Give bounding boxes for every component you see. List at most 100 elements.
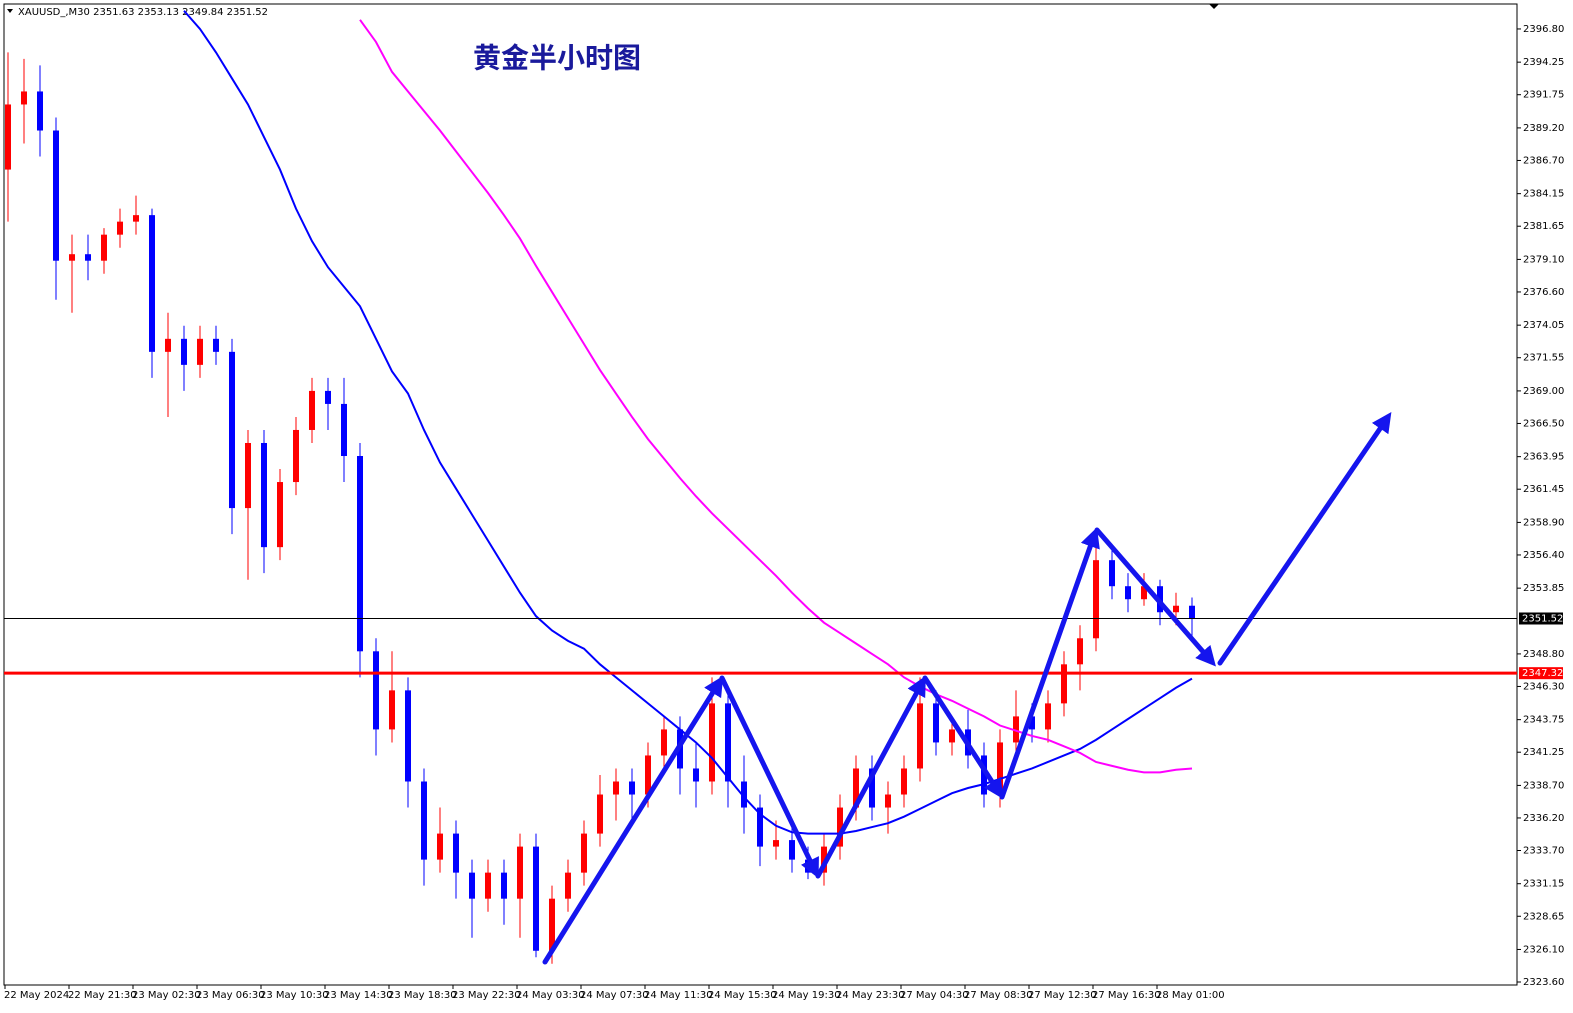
candle-body — [1061, 664, 1067, 704]
x-tick-label: 23 May 14:30 — [324, 990, 393, 1001]
candle-body — [229, 351, 235, 509]
candle-body — [165, 338, 171, 352]
price-label-box — [1519, 612, 1563, 625]
y-tick-label: 2346.30 — [1523, 681, 1564, 692]
candle-body — [549, 898, 555, 951]
candle-body — [357, 456, 363, 652]
candle-body — [645, 755, 651, 795]
candle-body — [85, 254, 91, 261]
candle-body — [981, 755, 987, 795]
candle-body — [69, 254, 75, 261]
candle-body — [1125, 586, 1131, 600]
x-tick-label: 23 May 06:30 — [196, 990, 265, 1001]
x-tick-label: 22 May 2024 — [4, 990, 69, 1001]
price-label: 2347.32 — [1522, 668, 1563, 679]
candle-body — [37, 91, 43, 131]
arrow — [999, 527, 1100, 800]
moving-average — [183, 10, 1193, 835]
candle-body — [437, 833, 443, 860]
y-tick-label: 2328.65 — [1523, 911, 1564, 922]
price-label-box — [1519, 667, 1563, 680]
candle-body — [277, 482, 283, 548]
candle-body — [245, 442, 251, 509]
candle-body — [869, 768, 875, 808]
candle-body — [885, 794, 891, 808]
candle-body — [757, 807, 763, 847]
candle-body — [789, 840, 795, 860]
candle-body — [213, 338, 219, 352]
candle-body — [325, 390, 331, 404]
y-tick-label: 2376.60 — [1523, 287, 1564, 298]
x-tick-label: 24 May 23:30 — [836, 990, 905, 1001]
y-tick-label: 2323.60 — [1523, 977, 1564, 988]
candle-body — [933, 703, 939, 743]
candle-body — [181, 338, 187, 365]
candle-body — [133, 215, 139, 222]
candle-body — [741, 781, 747, 808]
candle-body — [1013, 716, 1019, 743]
y-tick-label: 2371.55 — [1523, 353, 1564, 364]
y-tick-label: 2333.70 — [1523, 846, 1564, 857]
candle-body — [949, 729, 955, 743]
candle-body — [1045, 703, 1051, 730]
x-tick-label: 23 May 18:30 — [388, 990, 457, 1001]
x-tick-label: 27 May 16:30 — [1092, 990, 1161, 1001]
y-tick-label: 2396.80 — [1523, 24, 1564, 35]
candle-body — [693, 768, 699, 782]
candle-body — [5, 104, 11, 170]
y-tick-label: 2386.70 — [1523, 155, 1564, 166]
y-tick-label: 2381.65 — [1523, 221, 1564, 232]
x-tick-label: 24 May 03:30 — [516, 990, 585, 1001]
candle-body — [453, 833, 459, 873]
y-tick-label: 2358.90 — [1523, 517, 1564, 528]
x-tick-label: 23 May 02:30 — [132, 990, 201, 1001]
candle-body — [997, 742, 1003, 795]
candle-body — [565, 872, 571, 899]
y-tick-label: 2348.80 — [1523, 649, 1564, 660]
y-tick-label: 2363.95 — [1523, 452, 1564, 463]
candle-body — [149, 215, 155, 352]
arrow — [542, 675, 724, 965]
x-tick-label: 24 May 07:30 — [580, 990, 649, 1001]
x-tick-label: 22 May 21:30 — [68, 990, 137, 1001]
y-tick-label: 2356.40 — [1523, 550, 1564, 561]
y-tick-label: 2331.15 — [1523, 879, 1564, 890]
candle-body — [1093, 560, 1099, 639]
y-tick-label: 2353.85 — [1523, 583, 1564, 594]
candle-body — [629, 781, 635, 795]
y-tick-label: 2366.50 — [1523, 418, 1564, 429]
x-tick-label: 27 May 04:30 — [900, 990, 969, 1001]
price-label: 2351.52 — [1522, 613, 1563, 624]
y-tick-label: 2394.25 — [1523, 57, 1564, 68]
candle-body — [293, 429, 299, 483]
candle-body — [661, 729, 667, 756]
y-tick-label: 2336.20 — [1523, 813, 1564, 824]
candle-body — [21, 91, 27, 105]
candle-body — [197, 338, 203, 365]
trend-arrows — [542, 412, 1392, 965]
x-tick-label: 27 May 12:30 — [1028, 990, 1097, 1001]
candle-body — [101, 234, 107, 261]
x-tick-label: 24 May 15:30 — [708, 990, 777, 1001]
candle-body — [901, 768, 907, 795]
candle-body — [517, 846, 523, 899]
candle-body — [837, 807, 843, 847]
x-tick-label: 28 May 01:00 — [1156, 990, 1225, 1001]
candle-body — [405, 690, 411, 782]
candle-body — [1173, 605, 1179, 613]
shift-marker — [1209, 4, 1219, 9]
arrow — [815, 675, 926, 879]
x-tick-label: 23 May 22:30 — [452, 990, 521, 1001]
arrow — [1217, 412, 1392, 666]
candle-body — [341, 403, 347, 457]
moving-average — [359, 19, 1193, 774]
menu-triangle — [7, 9, 13, 13]
candle-body — [389, 690, 395, 730]
y-tick-label: 2326.10 — [1523, 944, 1564, 955]
candle-body — [773, 840, 779, 847]
arrow — [719, 675, 819, 879]
candle-body — [709, 703, 715, 782]
symbol-header: XAUUSD_,M30 2351.63 2353.13 2349.84 2351… — [18, 7, 268, 18]
candle-body — [533, 846, 539, 951]
